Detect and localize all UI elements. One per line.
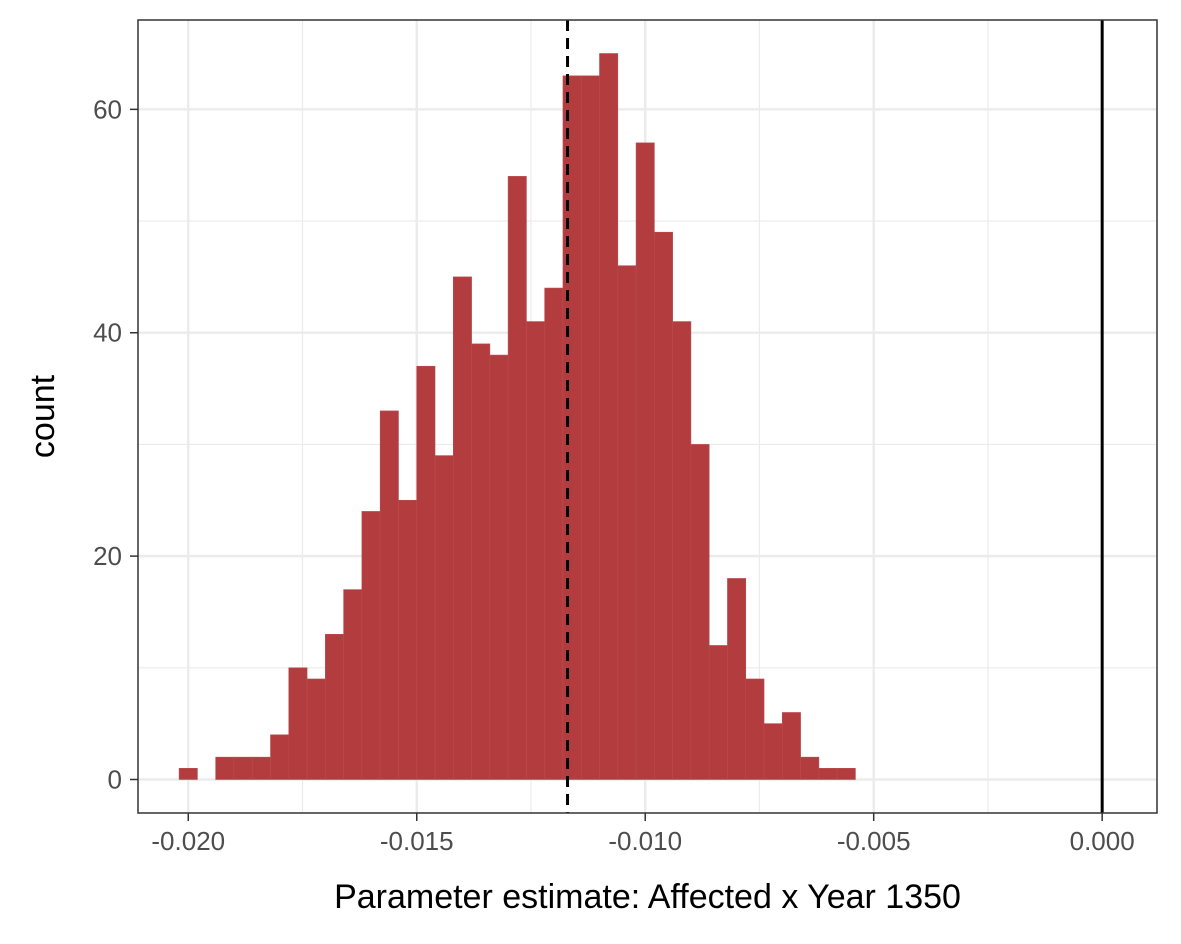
reference-lines <box>566 20 1104 813</box>
histogram-bar <box>471 343 491 780</box>
x-tick-label: -0.005 <box>837 826 911 856</box>
histogram-bar <box>215 756 235 780</box>
histogram-bar <box>379 410 399 780</box>
histogram-bar <box>654 231 673 780</box>
histogram-bar <box>288 667 308 780</box>
y-tick-label: 20 <box>93 541 122 571</box>
y-tick-label: 60 <box>93 94 122 124</box>
histogram-bar <box>343 589 363 780</box>
histogram-bar <box>782 712 801 780</box>
x-tick-label: 0.000 <box>1070 826 1135 856</box>
histogram-bar <box>489 354 509 780</box>
histogram-bar <box>672 321 692 780</box>
histogram-bar <box>416 365 436 780</box>
histogram-bar <box>544 287 564 780</box>
histogram-bar <box>361 511 381 780</box>
x-axis-ticks: -0.020 -0.015 -0.010 -0.005 0.000 <box>151 813 1135 856</box>
histogram-bar <box>818 768 838 780</box>
y-axis-ticks: 0 20 40 60 <box>93 94 138 794</box>
histogram-bar <box>398 499 418 780</box>
y-tick-label: 0 <box>108 764 122 794</box>
histogram-bars <box>178 53 856 780</box>
histogram-bar <box>727 578 747 780</box>
histogram-bar <box>599 53 619 780</box>
histogram-bar <box>708 645 728 780</box>
panel-border <box>137 19 1158 814</box>
histogram-bar <box>690 444 710 780</box>
histogram-bar <box>270 734 290 780</box>
histogram-bar <box>434 455 454 780</box>
x-tick-label: -0.020 <box>151 826 225 856</box>
histogram-bar <box>233 756 253 780</box>
histogram-bar <box>562 75 582 780</box>
histogram-bar <box>617 265 637 780</box>
x-axis-title: Parameter estimate: Affected x Year 1350 <box>334 878 961 916</box>
histogram-bar <box>452 276 472 780</box>
y-axis-title: count <box>24 374 62 458</box>
y-tick-label: 40 <box>93 318 122 348</box>
x-tick-label: -0.015 <box>380 826 454 856</box>
histogram-bar <box>325 633 344 780</box>
histogram-bar <box>763 723 783 780</box>
histogram-bar <box>178 768 198 780</box>
histogram-bar <box>635 142 655 780</box>
x-tick-label: -0.010 <box>608 826 682 856</box>
histogram-bar <box>251 756 271 780</box>
histogram-bar <box>800 756 820 780</box>
histogram-bar <box>526 321 545 780</box>
histogram-bar <box>580 75 600 780</box>
histogram-bar <box>745 678 765 780</box>
histogram-bar <box>306 678 326 780</box>
histogram-bar <box>507 176 527 780</box>
histogram-bar <box>836 768 856 780</box>
